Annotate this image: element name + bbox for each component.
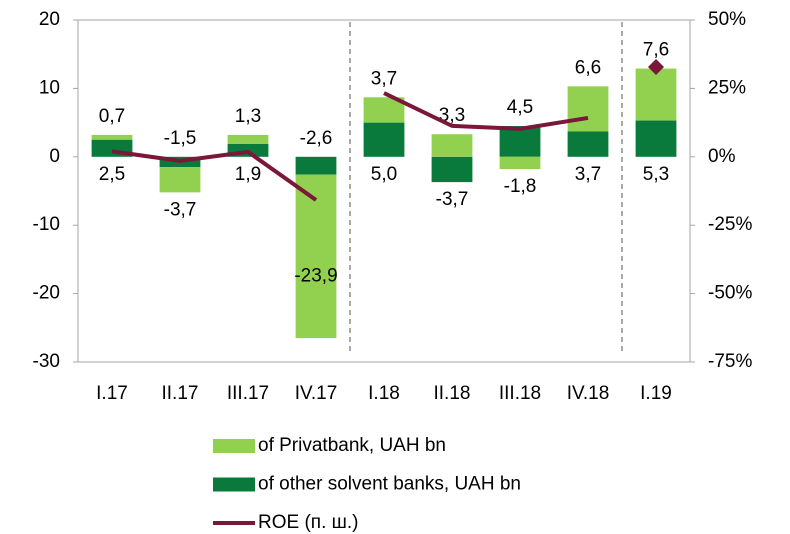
- data-label: 4,5: [507, 97, 533, 118]
- data-label: 7,6: [643, 40, 669, 61]
- bar: [431, 156, 473, 183]
- bar: [295, 156, 337, 175]
- y-tick-label: -10: [33, 214, 60, 235]
- x-tick-label: III.17: [227, 383, 269, 404]
- y2-tick-label: -75%: [708, 351, 752, 372]
- y-tick-label: 10: [39, 77, 60, 98]
- data-label: -2,6: [300, 128, 333, 149]
- y-tick-label: -30: [33, 351, 60, 372]
- y2-tick-label: 0%: [708, 146, 736, 167]
- plot-frame: [77, 19, 691, 363]
- data-label: 3,7: [371, 68, 397, 89]
- y-tick-label: 20: [39, 9, 60, 30]
- bar: [567, 131, 609, 157]
- y2-tick-label: -25%: [708, 214, 752, 235]
- legend-swatch: [213, 439, 255, 453]
- bar: [499, 156, 541, 170]
- data-label: -3,7: [164, 199, 197, 220]
- bar: [159, 167, 201, 193]
- y-tick-label: -20: [33, 283, 60, 304]
- bar: [363, 122, 405, 157]
- data-label: -3,7: [436, 189, 469, 210]
- x-tick-label: IV.17: [295, 383, 338, 404]
- data-label: -23,9: [294, 265, 337, 286]
- legend-swatch: [213, 477, 255, 492]
- bar: [635, 120, 677, 157]
- legend-label: of Privatbank, UAH bn: [258, 435, 446, 456]
- data-label: 1,3: [235, 106, 261, 127]
- x-tick-label: I.17: [96, 383, 128, 404]
- x-tick-label: II.17: [162, 383, 199, 404]
- data-label: 5,3: [643, 164, 669, 185]
- x-tick-label: IV.18: [567, 383, 610, 404]
- data-label: 5,0: [371, 164, 397, 185]
- bar: [567, 86, 609, 132]
- x-tick-label: I.18: [368, 383, 400, 404]
- data-label: -1,5: [164, 128, 197, 149]
- legend-label: of other solvent banks, UAH bn: [258, 474, 521, 495]
- y2-tick-label: -50%: [708, 283, 752, 304]
- data-label: 3,7: [575, 164, 601, 185]
- bar: [227, 134, 269, 144]
- bar: [91, 134, 133, 140]
- data-label: 6,6: [575, 57, 601, 78]
- data-label: 1,9: [235, 164, 261, 185]
- legend-label: ROE (п. ш.): [258, 512, 358, 533]
- roe-line: [383, 91, 589, 131]
- roe-marker: [648, 59, 664, 76]
- bar: [635, 68, 677, 121]
- bar: [431, 134, 473, 157]
- y2-tick-label: 50%: [708, 9, 746, 30]
- y2-tick-label: 25%: [708, 77, 746, 98]
- y-tick-label: 0: [49, 146, 60, 167]
- x-tick-label: II.18: [434, 383, 471, 404]
- data-label: 2,5: [99, 164, 125, 185]
- x-tick-label: III.18: [499, 383, 541, 404]
- data-label: 0,7: [99, 106, 125, 127]
- bar: [295, 174, 337, 339]
- roe-line: [111, 149, 318, 202]
- bar: [499, 126, 541, 157]
- x-tick-label: I.19: [640, 383, 672, 404]
- data-label: -1,8: [504, 176, 537, 197]
